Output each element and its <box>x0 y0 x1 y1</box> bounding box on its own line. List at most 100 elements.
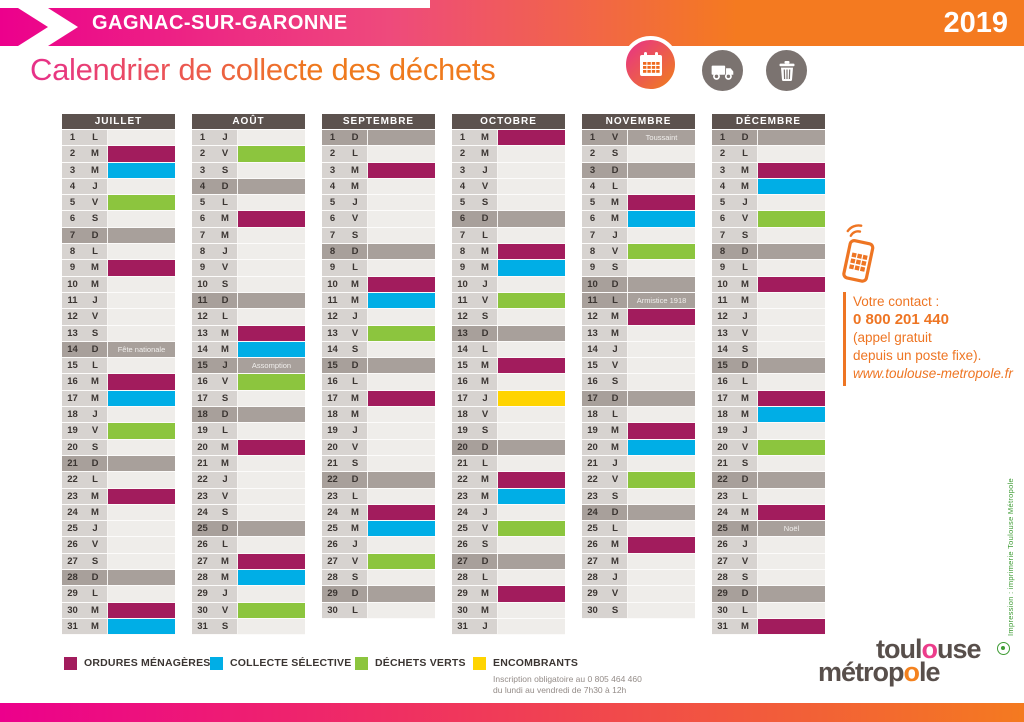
day-number: 13 <box>322 325 343 341</box>
day-row: 26 S <box>452 537 565 554</box>
day-letter: M <box>343 292 368 309</box>
day-letter: S <box>213 276 238 292</box>
collection-bar <box>238 260 305 276</box>
day-number: 10 <box>582 276 603 292</box>
day-letter: M <box>733 276 758 292</box>
day-letter: D <box>473 553 498 570</box>
collection-bar <box>368 586 435 602</box>
day-row: 23 S <box>582 488 695 505</box>
day-letter: M <box>473 472 498 488</box>
day-letter: L <box>343 260 368 276</box>
day-letter: L <box>603 178 628 195</box>
collection-bar <box>628 178 695 195</box>
day-letter: M <box>603 423 628 439</box>
day-number: 31 <box>452 618 473 635</box>
collection-bar <box>498 618 565 635</box>
day-letter: D <box>213 178 238 195</box>
day-letter: J <box>343 195 368 211</box>
day-row: 12 M <box>582 309 695 326</box>
collection-bar <box>368 374 435 390</box>
collection-bar-cs <box>498 260 565 276</box>
day-number: 22 <box>582 472 603 488</box>
day-number: 26 <box>712 537 733 553</box>
day-letter: M <box>603 553 628 570</box>
month-header: NOVEMBRE <box>582 114 695 130</box>
day-letter: M <box>83 146 108 162</box>
day-number: 12 <box>62 309 83 325</box>
day-letter: M <box>83 618 108 635</box>
day-number: 6 <box>712 211 733 227</box>
day-number: 2 <box>582 146 603 162</box>
day-number: 29 <box>712 586 733 602</box>
collection-bar <box>368 211 435 227</box>
collection-bar <box>108 244 175 260</box>
day-number: 10 <box>192 276 213 292</box>
day-number: 30 <box>452 602 473 618</box>
day-number: 17 <box>322 390 343 407</box>
day-number: 16 <box>322 374 343 390</box>
day-number: 28 <box>62 570 83 586</box>
day-letter: L <box>83 472 108 488</box>
collection-bar <box>498 227 565 244</box>
collection-bar <box>498 195 565 211</box>
day-letter: L <box>473 455 498 472</box>
day-letter: L <box>343 146 368 162</box>
day-letter: M <box>213 570 238 586</box>
page-title: Calendrier de collecte des déchets <box>30 52 496 87</box>
day-number: 26 <box>452 537 473 553</box>
day-letter: M <box>473 146 498 162</box>
day-letter: L <box>473 341 498 358</box>
collection-bar-om <box>758 276 825 292</box>
collection-bar <box>238 586 305 602</box>
day-number: 11 <box>582 292 603 309</box>
day-number: 26 <box>322 537 343 553</box>
collection-bar <box>368 488 435 504</box>
day-number: 9 <box>712 260 733 276</box>
collection-bar <box>758 292 825 309</box>
day-number: 11 <box>712 292 733 309</box>
day-number: 23 <box>322 488 343 504</box>
day-letter: M <box>473 602 498 618</box>
collection-bar <box>758 537 825 553</box>
day-row: 20 V <box>712 439 825 456</box>
collection-bar <box>368 455 435 472</box>
day-letter: J <box>733 537 758 553</box>
collection-bar <box>758 374 825 390</box>
collection-bar-om <box>368 390 435 407</box>
day-letter: L <box>603 521 628 537</box>
holiday-label: Toussaint <box>645 133 678 142</box>
collection-bar <box>368 146 435 162</box>
collection-bar <box>108 309 175 325</box>
legend-swatch-verts <box>355 657 368 670</box>
contact-intro: Votre contact : <box>853 294 940 309</box>
day-letter: V <box>83 537 108 553</box>
day-number: 4 <box>452 178 473 195</box>
collection-bar <box>628 570 695 586</box>
collection-bar <box>368 472 435 488</box>
day-number: 20 <box>62 439 83 455</box>
day-row: 26 L <box>192 537 305 554</box>
day-letter: M <box>83 602 108 618</box>
day-number: 1 <box>62 130 83 146</box>
day-row: 14 S <box>712 341 825 359</box>
collection-bar <box>498 374 565 390</box>
day-letter: S <box>213 390 238 407</box>
day-number: 24 <box>712 504 733 521</box>
collection-bar <box>758 602 825 618</box>
day-row: 21 J <box>582 455 695 473</box>
day-number: 27 <box>582 553 603 570</box>
collection-bar-om <box>368 162 435 178</box>
day-row: 10 M <box>62 276 175 293</box>
day-row: 21 S <box>322 455 435 473</box>
collection-bar <box>368 423 435 439</box>
collection-bar <box>368 244 435 260</box>
day-number: 21 <box>452 455 473 472</box>
day-row: 11 M <box>322 292 435 310</box>
collection-bar-om <box>758 504 825 521</box>
day-letter: S <box>83 439 108 455</box>
